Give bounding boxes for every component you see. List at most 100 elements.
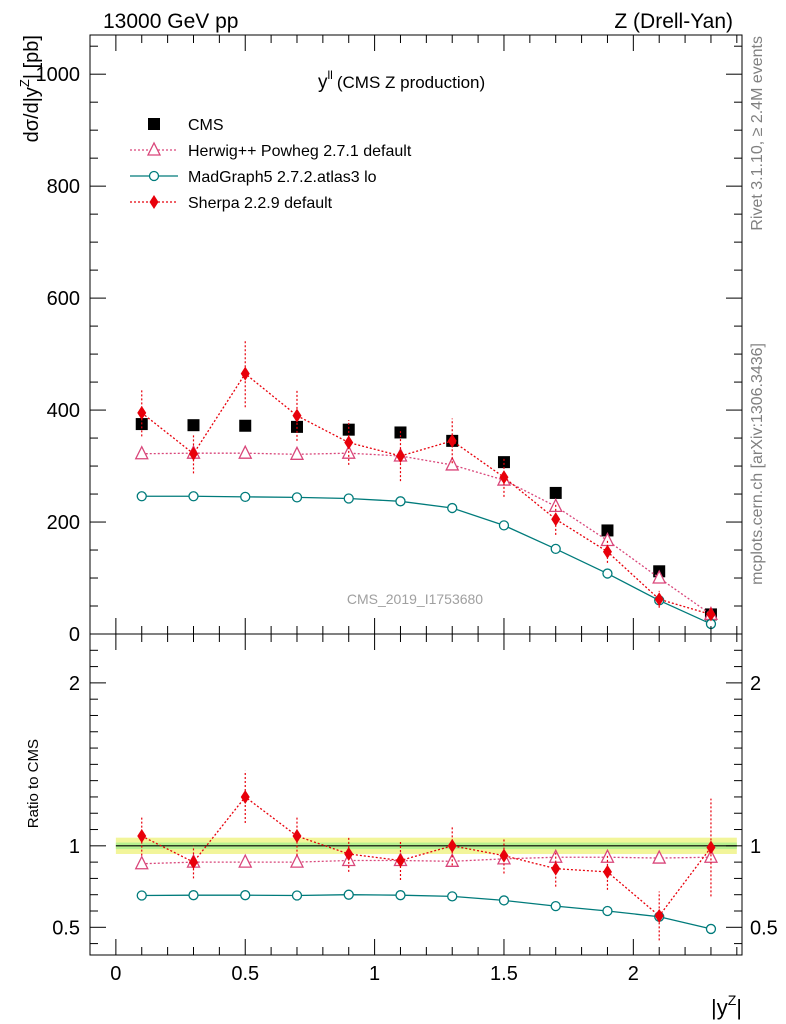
- main-point-herwig-powheg-2-7-1-default: [238, 444, 253, 459]
- ratio-point-madgraph5-2-7-2-atlas3-lo: [188, 890, 199, 901]
- main-point-madgraph5-2-7-2-atlas3-lo: [240, 491, 251, 502]
- ratio-point-herwig-powheg-2-7-1-default: [652, 849, 667, 864]
- main-point-sherpa-2-2-9-default: [344, 435, 354, 450]
- ratio-point-sherpa-2-2-9-default: [706, 840, 716, 855]
- ratio-point-madgraph5-2-7-2-atlas3-lo: [498, 895, 510, 906]
- chart-title-symbol: y: [318, 72, 328, 93]
- ratio-point-sherpa-2-2-9-default: [395, 853, 405, 868]
- ratio-y-axis-label: Ratio to CMS: [25, 739, 42, 828]
- ratio-point-sherpa-2-2-9-default: [499, 848, 509, 863]
- main-point-madgraph5-2-7-2-atlas3-lo: [447, 502, 458, 514]
- x-label-text: |y: [711, 995, 728, 1020]
- ratio-y-tick-label: 0.5: [52, 917, 80, 939]
- main-y-axis-label: dσ/d|yZ| [pb]: [17, 35, 43, 142]
- main-point-herwig-powheg-2-7-1-default: [289, 445, 305, 460]
- header-right-process: Z (Drell-Yan): [614, 10, 733, 33]
- analysis-watermark: CMS_2019_I1753680: [347, 591, 483, 607]
- chart-title-text: (CMS Z production): [337, 73, 485, 92]
- main-line-sherpa-2-2-9-default: [141, 372, 712, 616]
- legend-label-cms: CMS: [188, 117, 224, 134]
- main-y-tick-label: 800: [47, 176, 80, 198]
- main-y-label-sup: Z: [17, 79, 32, 87]
- legend: CMS Herwig++ Powheg 2.7.1 default MadGraph…: [130, 117, 412, 212]
- x-tick-label: 1.5: [490, 963, 518, 985]
- legend-marker-herwig-powheg-2-7-1-default: [146, 141, 162, 156]
- x-tick-label: 0.5: [231, 963, 259, 985]
- main-point-sherpa-2-2-9-default: [551, 512, 561, 527]
- main-y-tick-label: 600: [47, 288, 80, 310]
- legend-label-madgraph5-2-7-2-atlas3-lo: MadGraph5 2.7.2.atlas3 lo: [188, 169, 377, 186]
- ratio-point-sherpa-2-2-9-default: [240, 789, 250, 804]
- x-label-sup: Z: [728, 992, 737, 1008]
- ratio-y-tick-label: 2: [69, 673, 80, 695]
- main-point-madgraph5-2-7-2-atlas3-lo: [550, 543, 561, 555]
- main-point-madgraph5-2-7-2-atlas3-lo: [498, 520, 510, 531]
- ratio-point-sherpa-2-2-9-default: [654, 908, 664, 923]
- main-point-cms: [549, 486, 562, 499]
- main-point-madgraph5-2-7-2-atlas3-lo: [136, 491, 147, 502]
- ratio-line-sherpa-2-2-9-default: [141, 796, 712, 917]
- ratio-point-madgraph5-2-7-2-atlas3-lo: [343, 889, 354, 900]
- legend-marker-madgraph5-2-7-2-atlas3-lo: [148, 170, 160, 182]
- main-y-tick-label: 1000: [36, 64, 81, 86]
- ratio-point-herwig-powheg-2-7-1-default: [289, 853, 305, 868]
- main-y-label-end: | [pb]: [21, 35, 43, 79]
- ratio-point-sherpa-2-2-9-default: [292, 829, 302, 844]
- ratio-point-madgraph5-2-7-2-atlas3-lo: [291, 890, 303, 901]
- main-y-tick-label: 0: [69, 624, 80, 646]
- ratio-panel: [115, 770, 737, 941]
- main-point-herwig-powheg-2-7-1-default: [652, 569, 667, 584]
- x-axis-label: |yZ|: [711, 992, 742, 1020]
- main-point-madgraph5-2-7-2-atlas3-lo: [188, 491, 199, 502]
- ratio-point-sherpa-2-2-9-default: [344, 846, 354, 861]
- main-y-tick-label: 200: [47, 512, 80, 534]
- main-point-sherpa-2-2-9-default: [499, 470, 509, 485]
- main-point-cms: [342, 423, 355, 436]
- x-tick-label: 2: [628, 963, 639, 985]
- main-y-axis: 0 200 400 600 800 1000: [36, 45, 742, 646]
- ratio-point-madgraph5-2-7-2-atlas3-lo: [602, 905, 613, 917]
- ratio-point-herwig-powheg-2-7-1-default: [134, 855, 149, 870]
- ratio-point-herwig-powheg-2-7-1-default: [238, 853, 253, 868]
- ratio-y-axis: 0.5 0.5 1 1 2 2: [52, 633, 778, 945]
- main-point-madgraph5-2-7-2-atlas3-lo: [291, 492, 303, 503]
- ratio-point-madgraph5-2-7-2-atlas3-lo: [136, 890, 147, 901]
- main-point-sherpa-2-2-9-default: [447, 433, 457, 448]
- main-point-madgraph5-2-7-2-atlas3-lo: [602, 568, 613, 579]
- main-point-sherpa-2-2-9-default: [602, 544, 612, 559]
- main-y-tick-label: 400: [47, 400, 80, 422]
- ratio-point-madgraph5-2-7-2-atlas3-lo: [240, 890, 251, 901]
- ratio-point-madgraph5-2-7-2-atlas3-lo: [395, 890, 406, 901]
- ratio-point-madgraph5-2-7-2-atlas3-lo: [705, 923, 717, 935]
- ratio-line-herwig-powheg-2-7-1-default: [141, 856, 711, 865]
- legend-marker-sherpa-2-2-9-default: [149, 195, 159, 209]
- main-line-herwig-powheg-2-7-1-default: [141, 452, 712, 615]
- main-point-sherpa-2-2-9-default: [240, 366, 250, 381]
- main-point-sherpa-2-2-9-default: [395, 448, 405, 463]
- main-point-sherpa-2-2-9-default: [292, 408, 302, 423]
- ratio-point-sherpa-2-2-9-default: [551, 861, 561, 876]
- main-point-sherpa-2-2-9-default: [654, 592, 664, 607]
- side-text-rivet: Rivet 3.1.10, ≥ 2.4M events: [749, 36, 766, 231]
- x-label-end: |: [736, 995, 742, 1020]
- main-point-cms: [601, 524, 614, 537]
- ratio-point-madgraph5-2-7-2-atlas3-lo: [447, 891, 458, 902]
- header-left-energy: 13000 GeV pp: [103, 10, 238, 33]
- main-y-label-text: dσ/d|y: [21, 87, 43, 142]
- main-point-sherpa-2-2-9-default: [137, 405, 147, 420]
- ratio-line-madgraph5-2-7-2-atlas3-lo: [141, 894, 712, 930]
- main-point-herwig-powheg-2-7-1-default: [445, 456, 460, 471]
- ratio-point-sherpa-2-2-9-default: [188, 855, 198, 870]
- main-point-cms: [497, 456, 510, 469]
- main-line-madgraph5-2-7-2-atlas3-lo: [141, 495, 712, 625]
- chart-title-symbol-sup: ll: [328, 68, 333, 82]
- main-panel: [134, 340, 719, 630]
- main-point-madgraph5-2-7-2-atlas3-lo: [395, 496, 406, 507]
- ratio-y-tick-label-right: 2: [750, 673, 761, 695]
- legend-marker-cms: [148, 118, 160, 130]
- ratio-point-sherpa-2-2-9-default: [447, 838, 457, 853]
- main-point-herwig-powheg-2-7-1-default: [134, 445, 149, 460]
- chart-title: yll (CMS Z production): [318, 68, 485, 93]
- main-point-madgraph5-2-7-2-atlas3-lo: [343, 493, 354, 504]
